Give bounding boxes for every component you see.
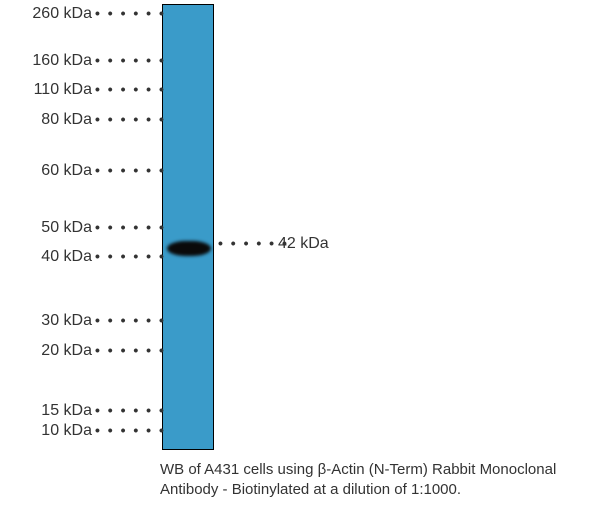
marker-label: 80 kDa — [41, 111, 92, 129]
marker-label: 60 kDa — [41, 162, 92, 180]
marker-dots: • • • • • • — [95, 5, 160, 21]
marker-dots: • • • • • • — [95, 312, 160, 328]
marker-label: 40 kDa — [41, 248, 92, 266]
western-blot-figure: 260 kDa• • • • • •160 kDa• • • • • •110 … — [0, 0, 600, 460]
marker-dots: • • • • • • — [95, 342, 160, 358]
marker-dots: • • • • • • — [95, 248, 160, 264]
marker-label: 15 kDa — [41, 402, 92, 420]
marker-label: 160 kDa — [32, 52, 92, 70]
detect-dots: • • • • • • — [218, 235, 272, 251]
marker-label: 30 kDa — [41, 312, 92, 330]
marker-label: 110 kDa — [34, 81, 92, 99]
caption-text: WB of A431 cells using β-Actin (N-Term) … — [160, 461, 556, 498]
marker-dots: • • • • • • — [95, 402, 160, 418]
marker-dots: • • • • • • — [95, 162, 160, 178]
marker-label: 10 kDa — [41, 422, 92, 440]
marker-label: 260 kDa — [32, 5, 92, 23]
detected-band-label: 42 kDa — [278, 235, 329, 253]
marker-label: 50 kDa — [41, 219, 92, 237]
figure-caption: WB of A431 cells using β-Actin (N-Term) … — [160, 460, 580, 501]
marker-dots: • • • • • • — [95, 52, 160, 68]
blot-lane — [162, 4, 214, 450]
marker-dots: • • • • • • — [95, 81, 160, 97]
detected-band — [167, 241, 211, 256]
marker-dots: • • • • • • — [95, 422, 160, 438]
marker-dots: • • • • • • — [95, 111, 160, 127]
marker-dots: • • • • • • — [95, 219, 160, 235]
marker-label: 20 kDa — [41, 342, 92, 360]
